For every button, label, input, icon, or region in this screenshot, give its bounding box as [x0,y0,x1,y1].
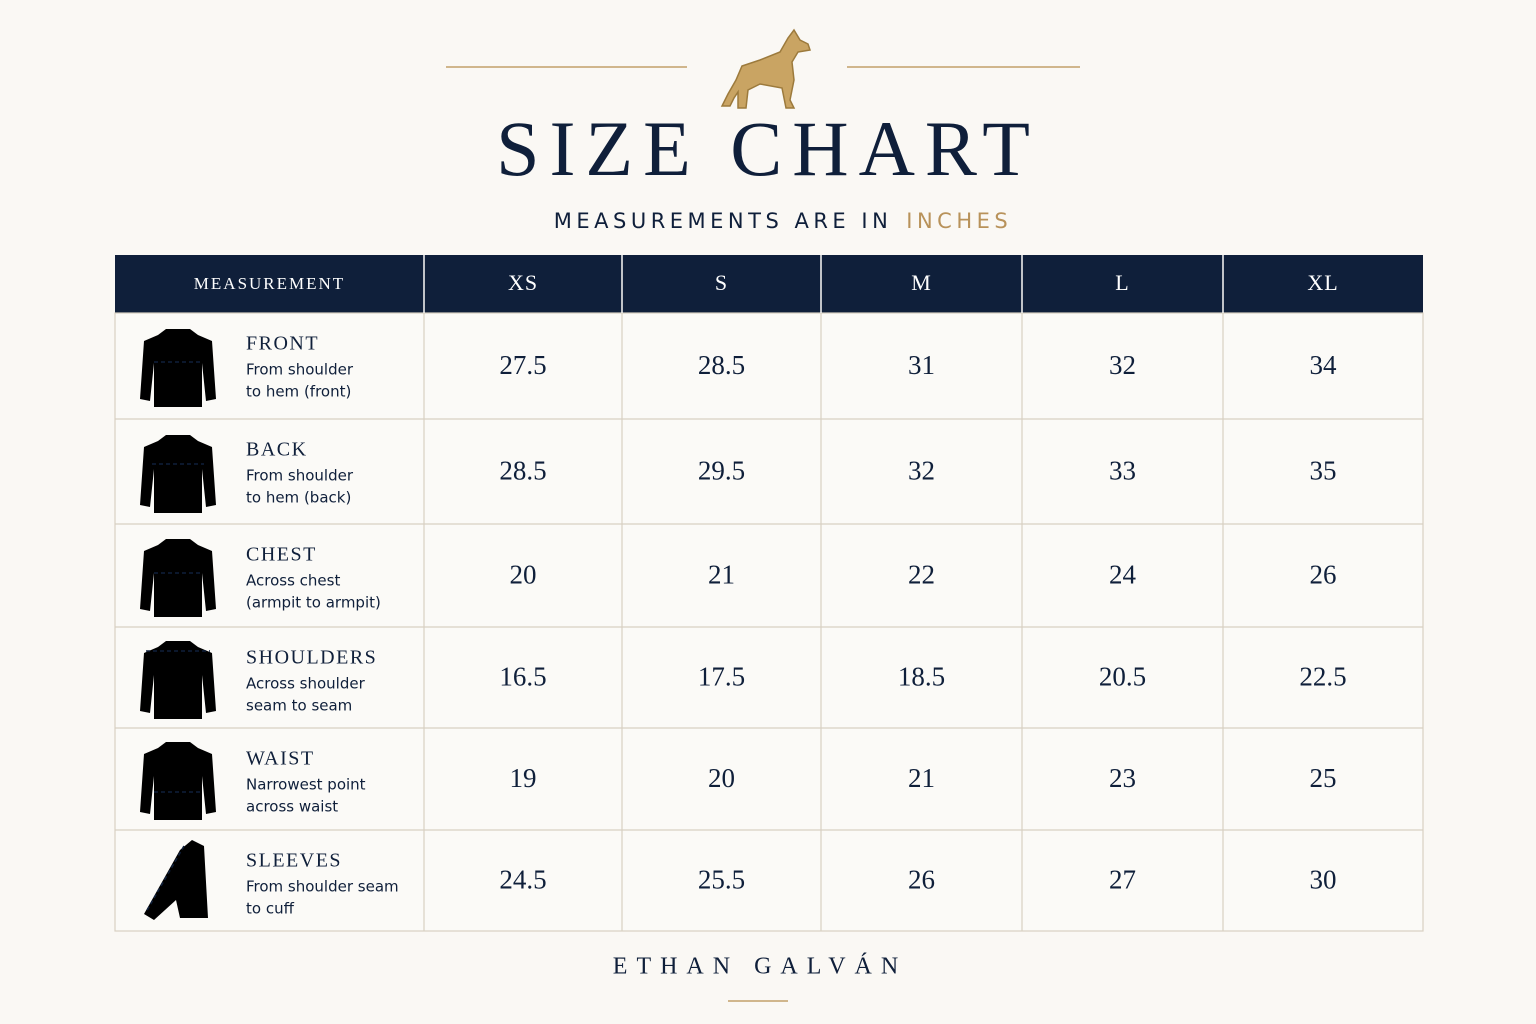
size-value: 33 [1109,456,1136,486]
column-header: L [1115,270,1129,295]
header-row [115,255,1423,313]
measurement-description: to cuff [246,900,295,918]
size-value: 20 [510,560,537,590]
waist-icon [140,742,216,820]
measurement-description: Narrowest point [246,776,366,794]
measurement-name: SHOULDERS [246,647,377,669]
size-value: 17.5 [698,662,745,692]
sleeves-icon [144,840,208,920]
measurement-name: SLEEVES [246,850,342,872]
table-body [114,312,1424,932]
size-value: 19 [510,763,537,793]
size-value: 24.5 [499,865,546,895]
size-value: 18.5 [898,662,945,692]
measurement-description: (armpit to armpit) [246,594,381,612]
size-value: 25.5 [698,865,745,895]
column-header: XL [1307,270,1338,295]
size-value: 35 [1310,456,1337,486]
size-value: 26 [1310,560,1337,590]
column-header: S [715,270,728,295]
size-value: 22 [908,560,935,590]
front-icon [140,329,216,407]
measurement-description: to hem (front) [246,383,351,401]
size-value: 16.5 [499,662,546,692]
size-value: 28.5 [499,456,546,486]
row-icons [140,329,216,920]
measurement-description: seam to seam [246,697,352,715]
size-value: 22.5 [1299,662,1346,692]
title: SIZE CHART [496,105,1040,192]
chest-icon [140,539,216,617]
measurement-description: Across chest [246,572,340,590]
size-value: 25 [1310,763,1337,793]
size-value: 32 [1109,350,1136,380]
size-value: 31 [908,350,935,380]
brand: ETHAN GALVÁN [613,954,907,980]
size-value: 27 [1109,865,1136,895]
size-value: 34 [1310,350,1338,380]
size-value: 20.5 [1099,662,1146,692]
size-value: 28.5 [698,350,745,380]
subtitle-text: MEASUREMENTS ARE IN [554,209,893,233]
size-value: 29.5 [698,456,745,486]
measurement-description: From shoulder seam [246,878,399,896]
size-value: 21 [908,763,935,793]
measurement-description: From shoulder [246,361,354,379]
measurement-name: CHEST [246,544,317,566]
size-value: 20 [708,763,735,793]
dog-logo [720,28,811,109]
size-value: 26 [908,865,935,895]
column-header: M [911,270,932,295]
measurement-name: FRONT [246,333,319,355]
size-value: 24 [1109,560,1137,590]
measurement-description: Across shoulder [246,675,366,693]
size-value: 27.5 [499,350,546,380]
measurement-name: BACK [246,439,308,461]
size-table: MEASUREMENT XS S M L XL FRONT From shoulder to h… [114,255,1424,932]
back-icon [140,435,216,513]
measurement-description: From shoulder [246,467,354,485]
size-value: 32 [908,456,935,486]
column-header: MEASUREMENT [194,274,345,293]
subtitle: MEASUREMENTS ARE IN INCHES [554,209,1013,233]
shoulders-icon [140,641,216,719]
size-value: 21 [708,560,735,590]
subtitle-unit: INCHES [906,209,1012,233]
size-value: 23 [1109,763,1136,793]
measurement-description: to hem (back) [246,489,351,507]
column-header: XS [508,270,538,295]
measurement-description: across waist [246,798,338,816]
measurement-name: WAIST [246,748,315,770]
size-value: 30 [1310,865,1337,895]
